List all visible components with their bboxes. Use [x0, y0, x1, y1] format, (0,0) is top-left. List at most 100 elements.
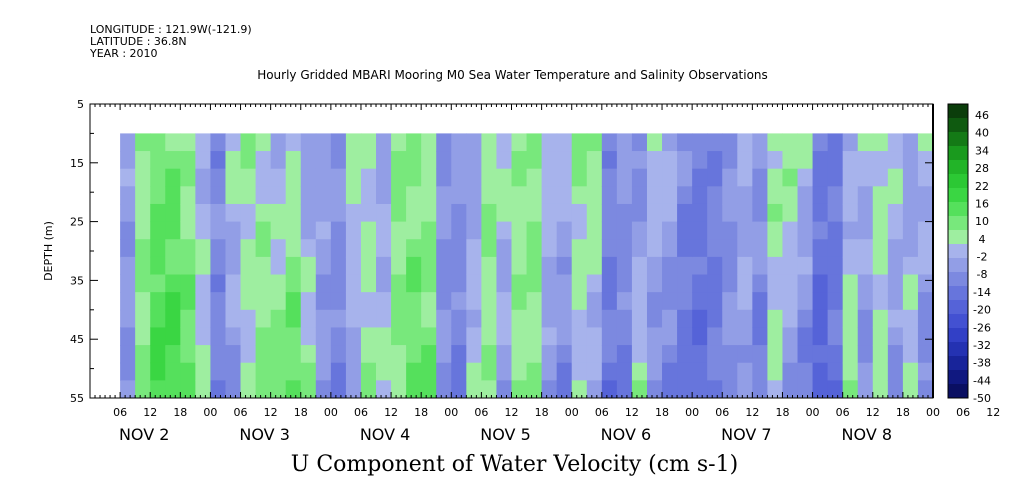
- heatmap-cell: [692, 151, 708, 170]
- heatmap-cell: [541, 186, 558, 205]
- colorbar-label: -32: [973, 339, 991, 352]
- heatmap-cell: [707, 239, 723, 258]
- heatmap-cell: [917, 327, 934, 346]
- heatmap-cell: [285, 133, 302, 152]
- heatmap-cell: [240, 292, 257, 311]
- heatmap-cell: [270, 309, 287, 328]
- heatmap-cell: [436, 274, 452, 293]
- heatmap-cell: [270, 292, 287, 311]
- heatmap-cell: [255, 327, 272, 346]
- heatmap-cell: [481, 221, 497, 240]
- heatmap-cell: [481, 327, 497, 346]
- colorbar-label: -38: [973, 357, 991, 370]
- heatmap-cell: [270, 133, 287, 152]
- colorbar-label: 46: [975, 109, 989, 122]
- heatmap-cell: [255, 168, 272, 187]
- heatmap-cell: [797, 168, 814, 187]
- heatmap-cell: [270, 327, 287, 346]
- x-tick-label: 18: [173, 406, 187, 419]
- colorbar-swatch: [948, 356, 968, 371]
- heatmap-cell: [812, 362, 829, 381]
- heatmap-cell: [270, 221, 287, 240]
- x-day-label: NOV 7: [721, 425, 772, 444]
- x-tick-label: 12: [745, 406, 759, 419]
- heatmap-cell: [376, 274, 392, 293]
- heatmap-cell: [406, 203, 422, 223]
- heatmap-cell: [330, 274, 347, 293]
- heatmap-cell: [165, 362, 181, 381]
- variable-title: U Component of Water Velocity (cm s-1): [290, 452, 739, 477]
- heatmap-cell: [752, 239, 768, 258]
- heatmap-cell: [887, 133, 904, 152]
- heatmap-cell: [270, 362, 287, 381]
- heatmap-cell: [451, 168, 467, 187]
- heatmap-cell: [902, 380, 919, 399]
- heatmap-cell: [360, 380, 377, 399]
- heatmap-cell: [782, 274, 799, 293]
- x-day-label: NOV 3: [239, 425, 290, 444]
- x-tick-label: 12: [625, 406, 639, 419]
- heatmap-cell: [255, 239, 272, 258]
- heatmap-cell: [496, 362, 512, 381]
- heatmap-cell: [421, 327, 437, 346]
- heatmap-cell: [120, 256, 136, 276]
- heatmap-cell: [872, 168, 889, 187]
- heatmap-cell: [541, 292, 558, 311]
- heatmap-cell: [150, 221, 166, 240]
- heatmap-cell: [692, 168, 708, 187]
- heatmap-cell: [150, 309, 166, 328]
- x-day-label: NOV 5: [480, 425, 531, 444]
- heatmap-cell: [210, 309, 226, 328]
- heatmap-cell: [872, 292, 889, 311]
- heatmap-cell: [255, 292, 272, 311]
- heatmap-cell: [737, 239, 753, 258]
- heatmap-cell: [451, 309, 467, 328]
- heatmap-cell: [511, 203, 528, 223]
- heatmap-cell: [225, 292, 242, 311]
- heatmap-cell: [180, 186, 196, 205]
- heatmap-cell: [872, 380, 889, 399]
- x-tick-label: 06: [836, 406, 850, 419]
- heatmap-cell: [812, 133, 829, 152]
- heatmap-cell: [255, 203, 272, 223]
- heatmap-cell: [872, 362, 889, 381]
- heatmap-cell: [631, 256, 648, 276]
- heatmap-cell: [376, 239, 392, 258]
- heatmap-cell: [827, 292, 844, 311]
- heatmap-cell: [692, 380, 708, 399]
- heatmap-cell: [842, 239, 859, 258]
- heatmap-cell: [466, 309, 482, 328]
- heatmap-cell: [917, 151, 934, 170]
- heatmap-cell: [646, 133, 663, 152]
- heatmap-cell: [707, 309, 723, 328]
- heatmap-cell: [887, 256, 904, 276]
- heatmap-cell: [466, 256, 482, 276]
- heatmap-cell: [330, 221, 347, 240]
- heatmap-cell: [406, 292, 422, 311]
- heatmap-cell: [917, 186, 934, 205]
- heatmap-cell: [300, 133, 317, 152]
- heatmap-cell: [466, 133, 482, 152]
- heatmap-cell: [857, 221, 874, 240]
- heatmap-cell: [677, 327, 693, 346]
- heatmap-cell: [225, 133, 242, 152]
- heatmap-cell: [782, 362, 799, 381]
- heatmap-cell: [857, 345, 874, 364]
- heatmap-cell: [722, 274, 738, 293]
- heatmap-cell: [406, 362, 422, 381]
- heatmap-cell: [451, 186, 467, 205]
- heatmap-cell: [556, 256, 573, 276]
- heatmap-cell: [677, 168, 693, 187]
- x-axis: 06 12 18 00 06 12 18 00 06 12 18 00 06 12 18 00 06 12 18 00…: [89, 104, 1000, 444]
- heatmap-cell: [300, 221, 317, 240]
- heatmap-cell: [646, 292, 663, 311]
- heatmap-cell: [406, 256, 422, 276]
- heatmap-cell: [360, 345, 377, 364]
- heatmap-cell: [210, 151, 226, 170]
- heatmap-cell: [752, 345, 768, 364]
- heatmap-cell: [210, 239, 226, 258]
- heatmap-cell: [195, 362, 211, 381]
- heatmap-cell: [872, 133, 889, 152]
- heatmap-cell: [466, 203, 482, 223]
- y-tick-label: 25: [70, 216, 84, 229]
